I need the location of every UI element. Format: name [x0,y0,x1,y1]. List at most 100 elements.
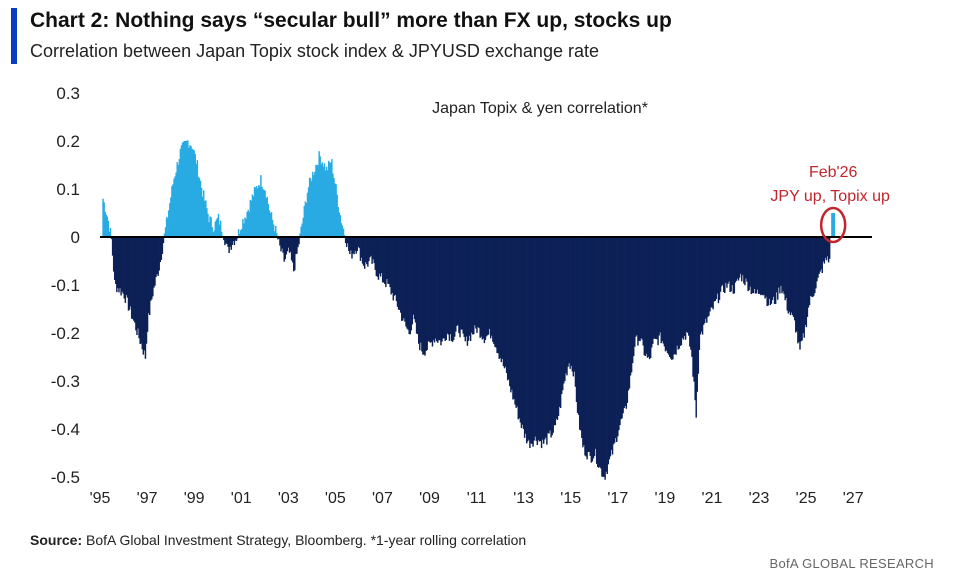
annotation-line-1: Feb'26 [809,164,858,181]
correlation-bar [692,237,694,377]
correlation-bar [183,141,186,237]
correlation-bar [741,237,743,282]
correlation-bar [492,237,494,342]
correlation-bar [685,237,688,332]
correlation-bar [728,237,730,282]
correlation-bar [371,237,373,264]
correlation-bar [759,237,761,294]
correlation-bar [503,237,506,369]
correlation-bar [500,237,503,363]
correlation-bar [363,237,366,269]
correlation-bar [523,237,526,438]
correlation-bar [545,237,547,438]
correlation-bar [368,237,370,262]
correlation-bar [240,230,242,237]
correlation-bar [249,200,252,237]
correlation-bar [703,237,706,324]
correlation-bar [388,237,390,284]
correlation-bar [338,212,340,237]
correlation-bar [583,237,585,446]
correlation-bar [166,218,169,237]
correlation-bar [472,237,474,335]
correlation-bar [326,170,329,237]
correlation-bar [122,237,124,294]
correlation-bar [565,237,567,374]
correlation-bar [649,237,652,359]
correlation-bar [392,237,395,301]
correlation-bar [296,237,298,254]
correlation-bar [254,187,257,237]
correlation-bar [821,237,823,274]
correlation-bar [562,237,564,391]
correlation-bar [504,237,507,367]
correlation-bar [804,237,807,325]
correlation-bar [168,210,170,237]
correlation-bar [756,237,759,290]
correlation-bar [130,237,133,319]
correlation-bar [237,229,240,237]
correlation-bar [488,237,491,329]
correlation-bar [348,237,350,251]
correlation-bar [724,237,726,294]
correlation-bar [204,201,206,237]
correlation-bar [518,237,521,419]
source-text: BofA Global Investment Strategy, Bloombe… [82,532,527,548]
correlation-bar [228,237,230,254]
correlation-bar [104,211,106,237]
correlation-bar [599,237,601,467]
correlation-bar [626,237,629,403]
correlation-bar [483,237,486,344]
correlation-bar [367,237,369,267]
correlation-bar [118,237,120,293]
correlation-bar [524,237,527,434]
correlation-bar [767,237,769,306]
correlation-bar [766,237,768,307]
correlation-bar [372,237,374,260]
correlation-bar [403,237,405,319]
correlation-bar [760,237,762,296]
correlation-bar [244,217,246,237]
correlation-bar [553,237,556,426]
correlation-bar [259,186,261,237]
correlation-bar [184,140,187,237]
correlation-bar [628,237,631,389]
correlation-bar [247,209,249,237]
correlation-bar [419,237,421,351]
correlation-bar [819,237,821,272]
correlation-bar [816,237,818,282]
correlation-bar [757,237,760,294]
x-tick-label: '15 [560,490,581,507]
correlation-bar [349,237,351,255]
correlation-bar [444,237,446,341]
correlation-bar [110,237,113,240]
correlation-bar [362,237,365,266]
correlation-bar [763,237,765,295]
correlation-bar [417,237,420,344]
correlation-bar [410,237,413,331]
correlation-bar [148,237,151,316]
correlation-bar [556,237,559,420]
correlation-bar [528,237,530,440]
correlation-bar [807,237,810,308]
correlation-bar [197,176,200,237]
correlation-bar [266,196,268,237]
correlation-bar [155,237,157,278]
correlation-bar [164,227,167,237]
correlation-bar [359,237,362,261]
correlation-bar [778,237,780,288]
correlation-bar [551,237,553,436]
correlation-bar [593,237,596,456]
x-tick-label: '99 [184,490,205,507]
correlation-bar [233,237,236,246]
correlation-bar [811,237,814,298]
correlation-bar [283,237,285,262]
correlation-bar [262,189,264,237]
correlation-bar [683,237,686,336]
correlation-bar [423,237,425,355]
correlation-bar [250,200,253,237]
correlation-bar [123,237,125,299]
correlation-bar [578,237,581,430]
correlation-bar [324,170,327,237]
correlation-bar [365,237,367,263]
correlation-bar [673,237,675,355]
